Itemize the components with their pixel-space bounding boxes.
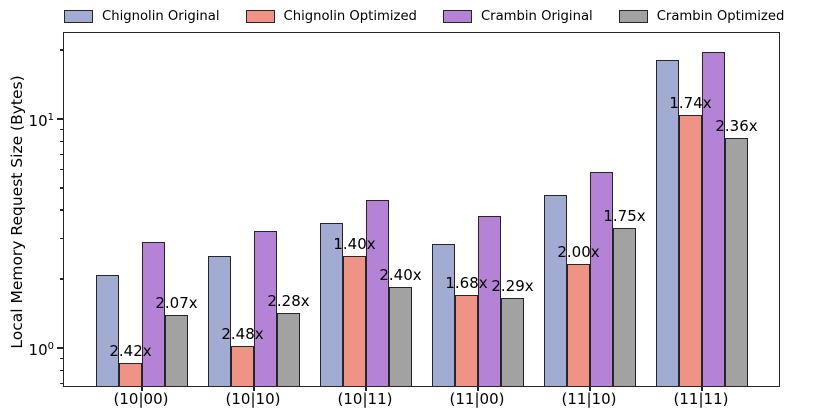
legend-item-chignolin-original: Chignolin Original	[64, 9, 220, 24]
bar-crambin-optimized-10-10	[277, 313, 300, 386]
ratio-annotation-crambin-optimized-10-11: 2.40x	[379, 265, 422, 284]
bar-chignolin-optimized-10-00	[119, 363, 142, 386]
y-tick-exponent: 0	[47, 341, 54, 352]
y-axis-major-tick	[57, 347, 63, 349]
x-axis-tick	[365, 386, 367, 391]
ratio-annotation-chignolin-optimized-11-11: 1.74x	[669, 94, 712, 113]
ratio-annotation-crambin-optimized-11-11: 2.36x	[715, 116, 758, 135]
bar-chignolin-original-11-11	[656, 60, 679, 386]
bar-chignolin-optimized-11-10	[567, 263, 590, 386]
y-axis-minor-tick	[59, 238, 63, 240]
y-axis-title: Local Memory Request Size (Bytes)	[8, 75, 26, 349]
bar-crambin-optimized-11-11	[725, 137, 748, 386]
bar-chignolin-original-10-10	[208, 256, 231, 386]
x-axis-tick	[701, 386, 703, 391]
x-tick-label: (11|10)	[561, 390, 617, 408]
bar-crambin-original-10-11	[366, 199, 389, 386]
bar-crambin-optimized-10-11	[389, 286, 412, 386]
ratio-annotation-crambin-optimized-11-10: 1.75x	[603, 206, 646, 225]
y-axis-minor-tick	[59, 209, 63, 211]
y-tick-base: 10	[28, 341, 48, 359]
ratio-annotation-chignolin-optimized-11-00: 1.68x	[445, 274, 488, 293]
x-axis-tick	[477, 386, 479, 391]
legend-swatch-icon	[442, 9, 472, 23]
y-axis-minor-tick	[59, 278, 63, 280]
y-axis-minor-tick	[59, 128, 63, 131]
ratio-annotation-chignolin-optimized-11-10: 2.00x	[557, 242, 600, 261]
legend: Chignolin Original Chignolin Optimized Cra…	[64, 6, 784, 26]
bar-crambin-original-10-00	[142, 242, 165, 386]
bar-crambin-optimized-11-10	[613, 227, 636, 386]
bar-chignolin-original-11-10	[544, 194, 567, 386]
legend-swatch-icon	[245, 9, 275, 23]
x-tick-label: (11|11)	[673, 390, 729, 408]
bar-chignolin-optimized-11-11	[679, 115, 702, 386]
bar-crambin-optimized-10-00	[165, 314, 188, 386]
bar-chignolin-original-10-00	[96, 275, 119, 386]
y-axis-minor-tick	[59, 369, 63, 371]
bar-chignolin-optimized-10-10	[231, 346, 254, 386]
bar-crambin-original-10-10	[254, 231, 277, 386]
legend-label: Crambin Optimized	[656, 8, 785, 24]
ratio-annotation-crambin-optimized-10-10: 2.28x	[267, 292, 310, 311]
legend-item-crambin-optimized: Crambin Optimized	[618, 8, 785, 24]
legend-label: Chignolin Optimized	[283, 8, 417, 24]
bar-chignolin-original-11-00	[432, 243, 455, 386]
x-tick-label: (10|00)	[113, 390, 169, 408]
legend-item-chignolin-optimized: Chignolin Optimized	[245, 8, 417, 24]
y-axis-minor-tick	[59, 49, 63, 51]
y-axis-minor-tick	[59, 169, 63, 171]
plot-area: 2.42x 2.48x 1.40x 1.68x 2.00x 1.74x 2.07x 2.28x…	[57, 32, 780, 391]
bar-crambin-original-11-10	[590, 171, 613, 386]
x-tick-label: (10|10)	[225, 390, 281, 408]
y-axis-minor-tick	[59, 140, 63, 142]
bar-crambin-original-11-00	[478, 216, 501, 386]
ratio-annotation-crambin-optimized-10-00: 2.07x	[155, 293, 198, 312]
legend-label: Crambin Original	[480, 8, 593, 24]
bar-chignolin-optimized-10-11	[343, 256, 366, 386]
x-axis-tick	[141, 386, 143, 391]
legend-label: Chignolin Original	[102, 8, 220, 24]
legend-swatch-icon	[64, 9, 93, 23]
bar-crambin-optimized-11-00	[501, 298, 524, 386]
y-axis-minor-tick	[59, 382, 63, 385]
ratio-annotation-chignolin-optimized-10-10: 2.48x	[221, 325, 264, 344]
bar-chignolin-optimized-11-00	[455, 295, 478, 386]
y-tick-label: 101	[18, 108, 54, 131]
y-tick-label: 100	[18, 337, 54, 360]
ratio-annotation-chignolin-optimized-10-11: 1.40x	[333, 235, 376, 254]
ratio-annotation-chignolin-optimized-10-00: 2.42x	[109, 342, 152, 360]
legend-swatch-icon	[618, 9, 648, 23]
y-axis-minor-tick	[59, 153, 63, 156]
x-axis-tick	[253, 386, 255, 391]
x-tick-label: (10|11)	[337, 390, 393, 408]
y-tick-base: 10	[28, 112, 48, 130]
x-tick-label: (11|00)	[449, 390, 505, 408]
y-axis-major-tick	[57, 118, 63, 120]
x-axis-tick	[589, 386, 591, 391]
legend-item-crambin-original: Crambin Original	[442, 8, 593, 24]
ratio-annotation-crambin-optimized-11-00: 2.29x	[491, 277, 534, 296]
y-tick-exponent: 1	[47, 112, 54, 123]
bar-chignolin-original-10-11	[320, 222, 343, 386]
y-axis-minor-tick	[59, 357, 63, 360]
bar-crambin-original-11-11	[702, 52, 725, 386]
y-axis-minor-tick	[59, 187, 63, 189]
